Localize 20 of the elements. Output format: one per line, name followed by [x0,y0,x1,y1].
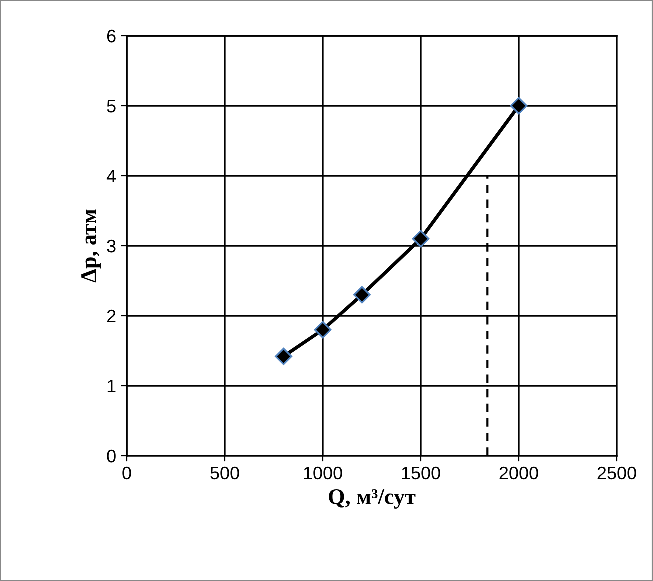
point [314,321,332,339]
y-tick-label: 5 [107,100,116,113]
y-tick-label: 4 [106,170,116,183]
y-tick-label: 6 [107,30,116,43]
x-tick-label: 2000 [500,466,538,480]
y-tick-label: 0 [107,450,116,463]
point [412,230,430,248]
point [510,97,528,115]
point [354,286,371,304]
x-tick-label: 2500 [598,466,636,480]
x-tick-label: 0 [122,466,132,480]
x-tick-label: 1000 [304,466,342,480]
y-tick-label: 2 [107,310,116,323]
x-tick-label: 1500 [402,466,440,480]
point [275,348,292,366]
y-tick-label: 1 [108,380,116,393]
x-tick-label: 500 [210,466,240,480]
y-tick-label: 3 [107,240,116,253]
x-axis-title: Q, м³/сут [329,489,416,509]
y-axis-title: Δp, атм [82,210,101,283]
